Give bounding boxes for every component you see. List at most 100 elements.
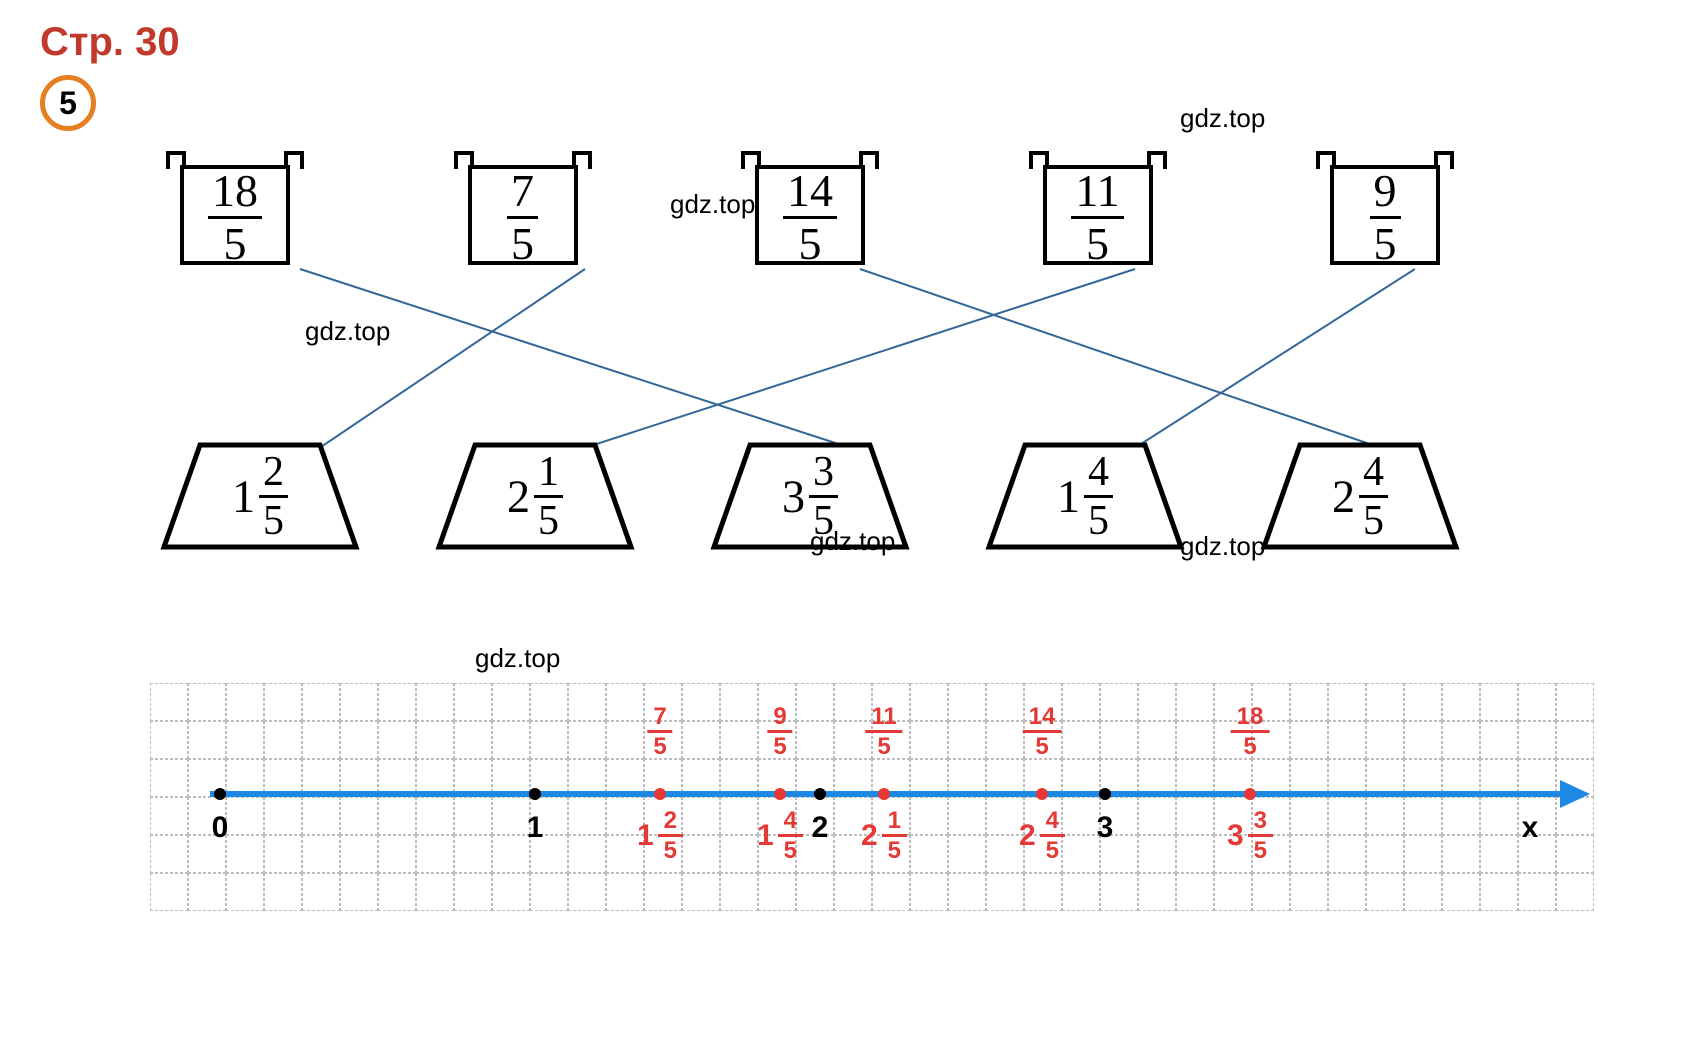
grid-cell	[454, 721, 492, 759]
grid-cell	[568, 835, 606, 873]
grid-cell	[568, 683, 606, 721]
grid-cell	[1366, 835, 1404, 873]
grid-cell	[758, 873, 796, 911]
grid-cell	[1062, 873, 1100, 911]
grid-cell	[340, 873, 378, 911]
grid-cell	[150, 873, 188, 911]
grid-cell	[1442, 873, 1480, 911]
grid-cell	[1138, 835, 1176, 873]
arrow-icon	[1560, 780, 1590, 808]
grid-cell	[948, 797, 986, 835]
grid-cell	[492, 797, 530, 835]
connection-line	[575, 269, 1135, 451]
grid-cell	[682, 721, 720, 759]
watermark: gdz.top	[1180, 531, 1265, 562]
grid-cell	[1138, 721, 1176, 759]
grid-cell	[1138, 683, 1176, 721]
grid-cell	[1100, 721, 1138, 759]
tick-label: 1	[527, 811, 544, 845]
connection-line	[300, 269, 860, 451]
bottom-mixed-1: 2 1 5	[507, 451, 563, 542]
grid-cell	[340, 721, 378, 759]
tick-label: 2	[812, 811, 829, 845]
grid-cell	[1366, 683, 1404, 721]
grid-cell	[720, 683, 758, 721]
grid-cell	[264, 721, 302, 759]
grid-cell	[150, 797, 188, 835]
grid-cell	[340, 797, 378, 835]
top-card-1: 7 5	[448, 151, 598, 271]
fraction-label-above: 145	[1023, 703, 1062, 759]
connection-line	[315, 269, 585, 451]
grid-cell	[530, 683, 568, 721]
grid-cell	[302, 835, 340, 873]
grid-cell	[492, 873, 530, 911]
grid-cell	[1290, 873, 1328, 911]
grid-cell	[226, 873, 264, 911]
grid-cell	[150, 759, 188, 797]
top-fraction-0: 18 5	[208, 168, 262, 267]
grid-cell	[378, 683, 416, 721]
tick-integer	[214, 788, 226, 800]
grid-cell	[1176, 797, 1214, 835]
grid-cell	[1442, 721, 1480, 759]
grid-cell	[1290, 835, 1328, 873]
grid-cell	[416, 873, 454, 911]
fraction-label-above: 95	[767, 703, 792, 759]
grid-cell	[264, 835, 302, 873]
mixed-label-below: 215	[861, 809, 907, 863]
grid-cell	[986, 873, 1024, 911]
grid-cell	[872, 873, 910, 911]
grid-cell	[910, 683, 948, 721]
tick-integer	[529, 788, 541, 800]
grid-cell	[606, 721, 644, 759]
grid-cell	[720, 721, 758, 759]
grid-cell	[1556, 873, 1594, 911]
grid-cell	[226, 683, 264, 721]
grid-cell	[1138, 797, 1176, 835]
grid-cell	[1252, 873, 1290, 911]
grid-cell	[1556, 835, 1594, 873]
grid-cell	[492, 683, 530, 721]
grid-cell	[340, 683, 378, 721]
grid-cell	[682, 835, 720, 873]
grid-cell	[150, 835, 188, 873]
tick-fraction	[774, 788, 786, 800]
grid-cell	[1176, 873, 1214, 911]
grid-cell	[1404, 721, 1442, 759]
grid-cell	[378, 721, 416, 759]
grid-cell	[378, 797, 416, 835]
bottom-mixed-3: 1 4 5	[1057, 451, 1113, 542]
grid-cell	[454, 683, 492, 721]
grid-cell	[1214, 873, 1252, 911]
grid-cell	[1480, 797, 1518, 835]
grid-cell	[1480, 721, 1518, 759]
bottom-card-0: 1 2 5	[160, 441, 360, 551]
grid-cell	[150, 721, 188, 759]
grid-cell	[986, 721, 1024, 759]
mixed-label-below: 125	[637, 809, 683, 863]
grid-cell	[796, 873, 834, 911]
grid-cell	[682, 683, 720, 721]
grid-cell	[1328, 835, 1366, 873]
tick-fraction	[878, 788, 890, 800]
grid-cell	[1328, 683, 1366, 721]
top-fraction-4: 9 5	[1370, 168, 1401, 267]
grid-cell	[340, 835, 378, 873]
problem-number-circle: 5	[40, 75, 96, 131]
grid-cell	[1290, 721, 1328, 759]
grid-cell	[302, 797, 340, 835]
top-card-3: 11 5	[1023, 151, 1173, 271]
grid-cell	[1176, 721, 1214, 759]
grid-cell	[416, 797, 454, 835]
grid-cell	[1100, 873, 1138, 911]
grid-cell	[378, 835, 416, 873]
top-fraction-2: 14 5	[783, 168, 837, 267]
grid-cell	[568, 721, 606, 759]
grid-cell	[1328, 873, 1366, 911]
grid-cell	[1138, 873, 1176, 911]
grid-cell	[1480, 835, 1518, 873]
mixed-label-below: 145	[757, 809, 803, 863]
grid-cell	[1024, 873, 1062, 911]
grid-cell	[948, 873, 986, 911]
